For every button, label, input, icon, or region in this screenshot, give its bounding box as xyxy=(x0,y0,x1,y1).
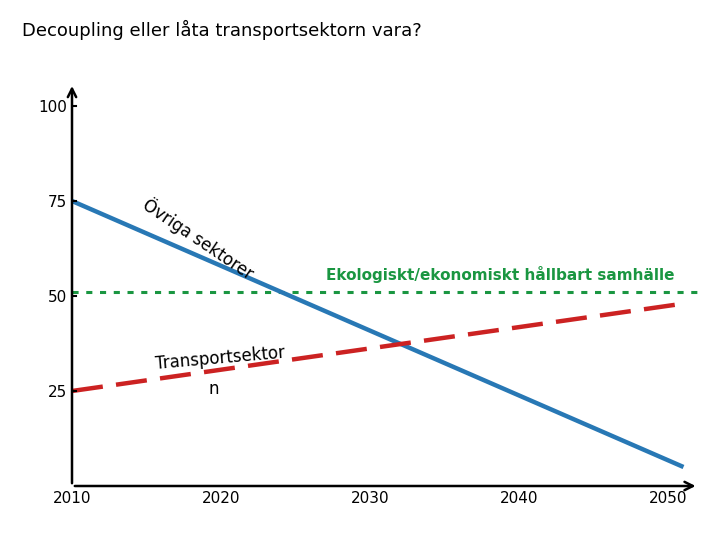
Text: Ekologiskt/ekonomiskt hållbart samhälle: Ekologiskt/ekonomiskt hållbart samhälle xyxy=(325,266,674,283)
Text: n: n xyxy=(208,380,219,398)
Text: Transportsektor: Transportsektor xyxy=(154,344,285,373)
Text: Decoupling eller låta transportsektorn vara?: Decoupling eller låta transportsektorn v… xyxy=(22,19,421,40)
Text: Övriga sektorer: Övriga sektorer xyxy=(139,194,258,284)
